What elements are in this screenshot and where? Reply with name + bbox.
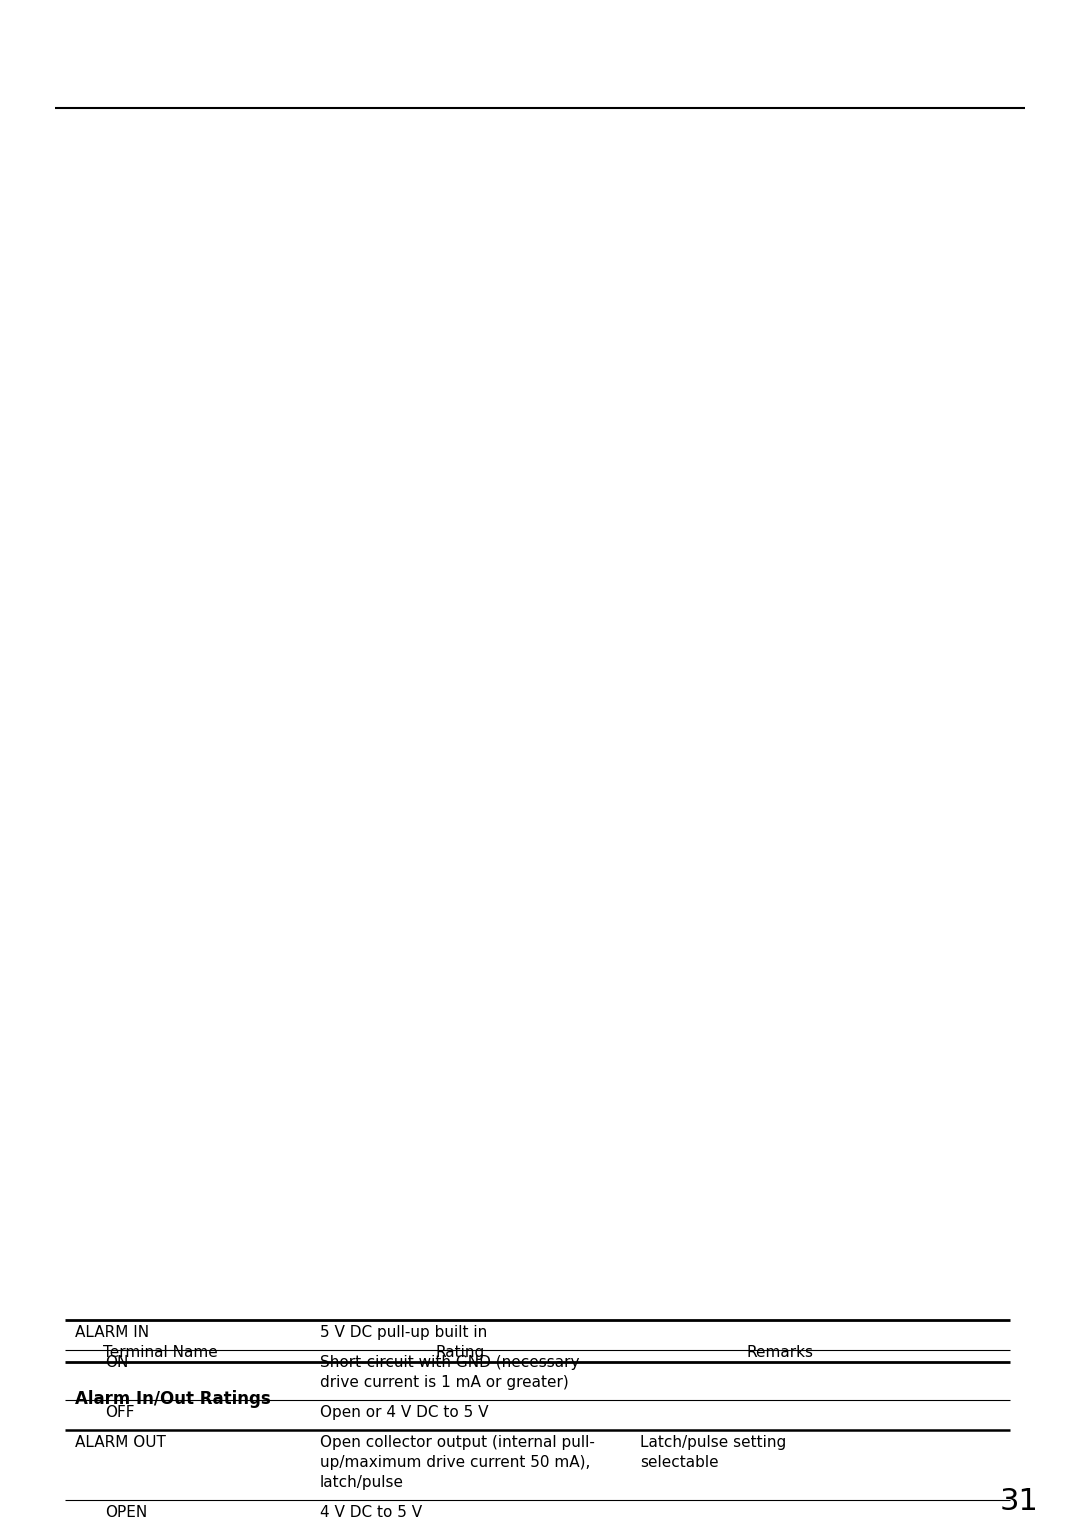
Text: drive current is 1 mA or greater): drive current is 1 mA or greater) xyxy=(320,1375,569,1390)
Text: 5 V DC pull-up built in: 5 V DC pull-up built in xyxy=(320,1326,487,1339)
Text: Alarm In/Out Ratings: Alarm In/Out Ratings xyxy=(75,1390,271,1408)
Text: OFF: OFF xyxy=(105,1405,135,1420)
Text: Open collector output (internal pull-: Open collector output (internal pull- xyxy=(320,1436,595,1449)
Text: Latch/pulse setting: Latch/pulse setting xyxy=(640,1436,786,1449)
Text: Rating: Rating xyxy=(435,1346,485,1359)
Text: 4 V DC to 5 V: 4 V DC to 5 V xyxy=(320,1505,422,1520)
Text: latch/pulse: latch/pulse xyxy=(320,1475,404,1489)
Text: Terminal Name: Terminal Name xyxy=(103,1346,217,1359)
Text: ON: ON xyxy=(105,1355,129,1370)
Text: ALARM IN: ALARM IN xyxy=(75,1326,149,1339)
Text: selectable: selectable xyxy=(640,1456,718,1469)
Text: Open or 4 V DC to 5 V: Open or 4 V DC to 5 V xyxy=(320,1405,488,1420)
Text: OPEN: OPEN xyxy=(105,1505,147,1520)
Text: Remarks: Remarks xyxy=(746,1346,813,1359)
Text: ALARM OUT: ALARM OUT xyxy=(75,1436,166,1449)
Text: up/maximum drive current 50 mA),: up/maximum drive current 50 mA), xyxy=(320,1456,591,1469)
Text: Short-circuit with GND (necessary: Short-circuit with GND (necessary xyxy=(320,1355,580,1370)
Text: 31: 31 xyxy=(1000,1488,1039,1515)
